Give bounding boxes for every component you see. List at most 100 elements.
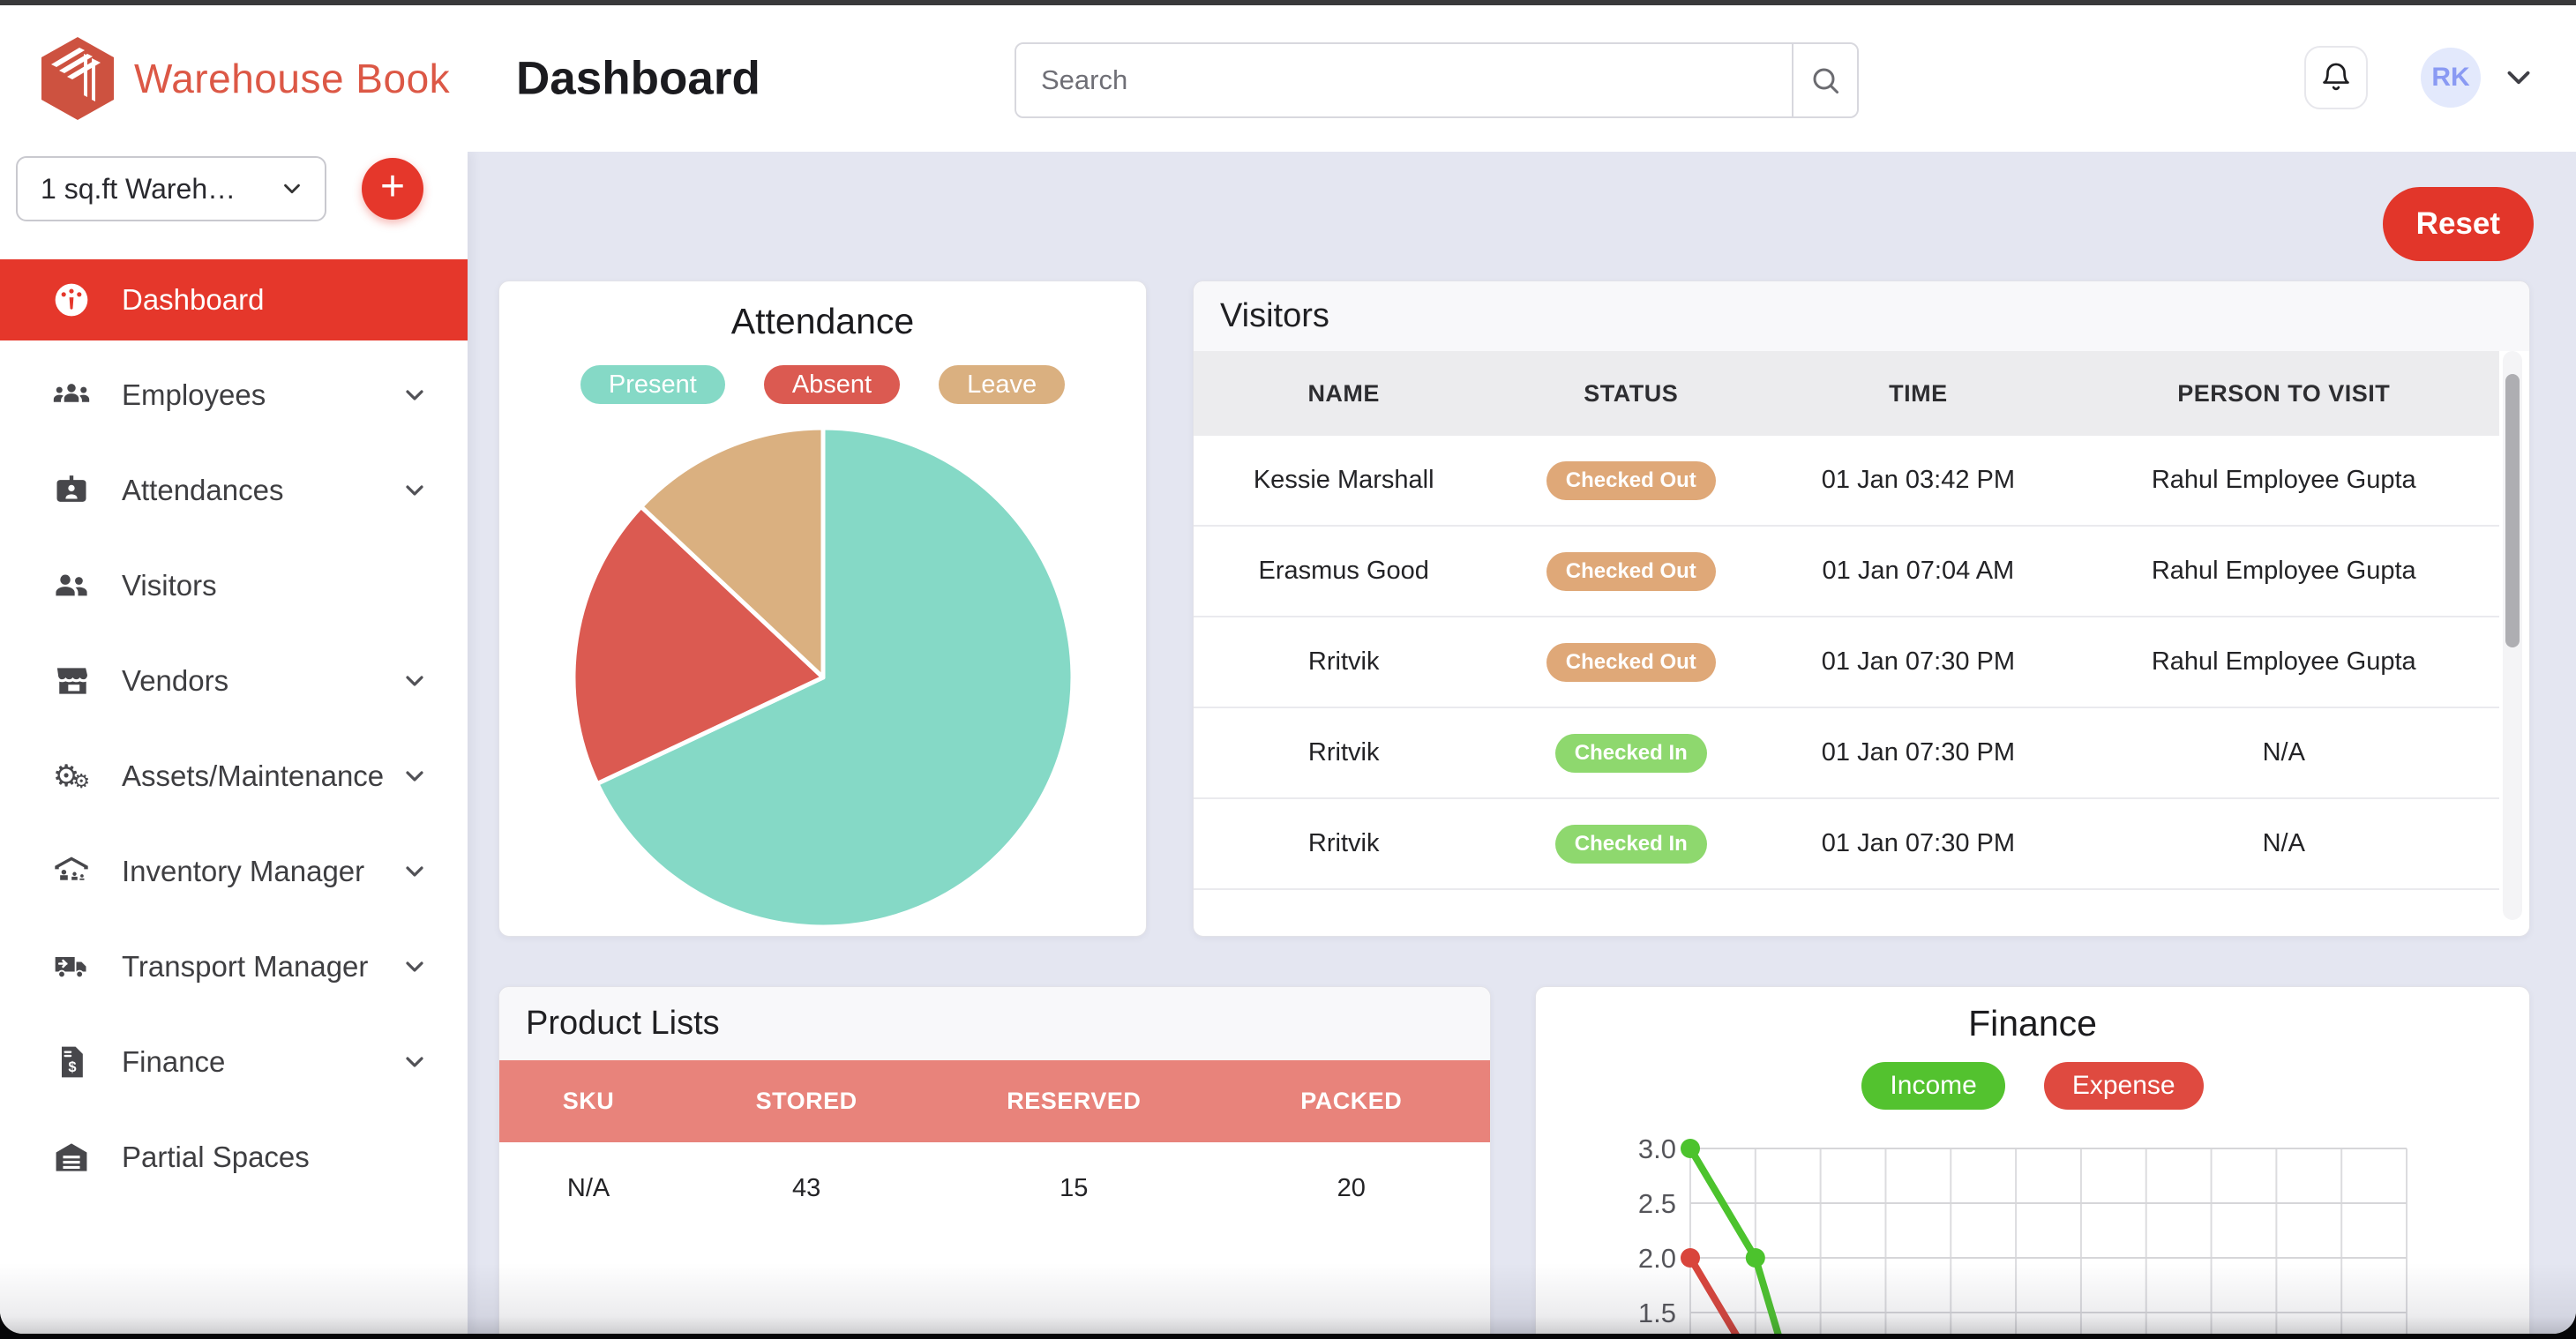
status-badge: Checked Out xyxy=(1546,460,1716,500)
id-badge-icon xyxy=(51,470,92,511)
svg-text:2.0: 2.0 xyxy=(1638,1243,1676,1274)
people-group-icon xyxy=(51,375,92,415)
visitor-person: N/A xyxy=(2262,829,2305,857)
sidebar: 1 sq.ft Wareh… + Dashboard xyxy=(0,152,468,1334)
sidebar-item-vendors[interactable]: Vendors xyxy=(0,640,468,722)
finance-card: 3.0 2.5 2.0 1.5 Finance Income Expense xyxy=(1535,986,2530,1334)
storefront-icon xyxy=(51,661,92,701)
svg-text:1.5: 1.5 xyxy=(1638,1298,1676,1328)
add-warehouse-button[interactable]: + xyxy=(362,158,423,220)
product-reserved: 15 xyxy=(1060,1173,1089,1202)
chevron-down-icon xyxy=(401,476,429,505)
attendance-pie-chart xyxy=(570,424,1076,931)
sidebar-item-dashboard[interactable]: Dashboard xyxy=(0,259,468,340)
warehouse-select-row: 1 sq.ft Wareh… + xyxy=(16,155,468,222)
column-header-reserved: RESERVED xyxy=(1007,1088,1142,1114)
attendance-card: Attendance Present Absent Leave xyxy=(498,281,1147,937)
warehouse-select[interactable]: 1 sq.ft Wareh… xyxy=(16,156,326,221)
scrollbar-track[interactable] xyxy=(2503,351,2522,920)
page-title: Dashboard xyxy=(516,52,760,105)
brand-name: Warehouse Book xyxy=(134,56,451,101)
sidebar-item-label: Transport Manager xyxy=(122,950,369,983)
sidebar-item-label: Attendances xyxy=(122,474,284,506)
app-header: Warehouse Book Dashboard RK xyxy=(0,5,2576,152)
product-stored: 43 xyxy=(791,1173,821,1202)
visitor-time: 01 Jan 03:42 PM xyxy=(1821,466,2016,494)
finance-legend: Income Expense xyxy=(1536,1062,2529,1110)
visitor-name: Rritvik xyxy=(1307,647,1380,676)
search-button[interactable] xyxy=(1792,44,1857,116)
legend-leave-pill[interactable]: Leave xyxy=(939,365,1066,404)
visitor-time: 01 Jan 07:30 PM xyxy=(1821,829,2016,857)
column-header-sku: SKU xyxy=(562,1088,615,1114)
sidebar-item-finance[interactable]: $ Finance xyxy=(0,1021,468,1103)
visitor-name: Erasmus Good xyxy=(1258,557,1429,585)
reset-button[interactable]: Reset xyxy=(2382,187,2534,261)
sidebar-nav: Dashboard Employees xyxy=(0,259,468,1198)
chevron-down-icon xyxy=(401,667,429,695)
sidebar-item-partial-spaces[interactable]: Partial Spaces xyxy=(0,1117,468,1198)
visitors-title: Visitors xyxy=(1194,281,2529,351)
sidebar-item-label: Assets/Maintenance xyxy=(122,759,385,792)
attendance-legend: Present Absent Leave xyxy=(499,365,1146,404)
visitors-table-body: Kessie Marshall Checked Out 01 Jan 03:42… xyxy=(1194,436,2499,890)
gears-icon: ⚙ ⚙ xyxy=(52,759,91,794)
speedometer-icon xyxy=(51,280,92,320)
visitor-name: Rritvik xyxy=(1307,738,1380,767)
table-row: Kessie Marshall Checked Out 01 Jan 03:42… xyxy=(1194,436,2499,527)
visitor-status: Checked Out xyxy=(1494,460,1768,500)
sidebar-item-inventory-manager[interactable]: Inventory Manager xyxy=(0,831,468,912)
svg-text:2.5: 2.5 xyxy=(1638,1188,1676,1219)
sidebar-item-label: Vendors xyxy=(122,664,229,697)
attendance-title: Attendance xyxy=(730,301,915,341)
scrollbar-thumb[interactable] xyxy=(2505,374,2520,647)
legend-absent-pill[interactable]: Absent xyxy=(763,365,901,404)
garage-icon xyxy=(51,1137,92,1178)
visitor-time: 01 Jan 07:30 PM xyxy=(1821,738,2016,767)
box-logo-icon xyxy=(41,37,114,120)
search-input[interactable] xyxy=(1016,44,1792,116)
column-header-stored: STORED xyxy=(755,1088,857,1114)
visitor-person: Rahul Employee Gupta xyxy=(2151,557,2416,585)
sidebar-item-assets-maintenance[interactable]: ⚙ ⚙ Assets/Maintenance xyxy=(0,736,468,817)
sidebar-item-employees[interactable]: Employees xyxy=(0,355,468,436)
visitor-time: 01 Jan 07:30 PM xyxy=(1821,647,2016,676)
sidebar-item-label: Visitors xyxy=(122,569,217,602)
sidebar-item-visitors[interactable]: Visitors xyxy=(0,545,468,626)
visitors-table-header: NAME STATUS TIME PERSON TO VISIT xyxy=(1194,351,2499,436)
chevron-down-icon xyxy=(2507,71,2530,85)
product-lists-title: Product Lists xyxy=(499,987,1490,1060)
column-header-status: STATUS xyxy=(1584,379,1679,407)
column-header-name: NAME xyxy=(1307,379,1380,407)
user-menu-button[interactable] xyxy=(2500,48,2537,108)
status-badge: Checked Out xyxy=(1546,551,1716,591)
product-table-header: SKU STORED RESERVED PACKED xyxy=(499,1060,1490,1142)
table-row: Rritvik Checked In 01 Jan 07:30 PM N/A xyxy=(1194,799,2499,890)
visitor-person: Rahul Employee Gupta xyxy=(2151,466,2416,494)
truck-icon xyxy=(51,946,92,987)
legend-expense-pill[interactable]: Expense xyxy=(2043,1062,2204,1110)
user-avatar[interactable]: RK xyxy=(2421,48,2481,108)
product-packed: 20 xyxy=(1337,1173,1366,1202)
sidebar-item-transport-manager[interactable]: Transport Manager xyxy=(0,926,468,1007)
status-badge: Checked In xyxy=(1554,733,1707,773)
search-box xyxy=(1015,42,1859,118)
visitor-status: Checked In xyxy=(1494,824,1768,864)
sidebar-item-attendances[interactable]: Attendances xyxy=(0,450,468,531)
legend-income-pill[interactable]: Income xyxy=(1861,1062,2005,1110)
visitors-card: Visitors NAME STATUS TIME PERSON TO VISI… xyxy=(1193,281,2530,937)
sidebar-item-label: Employees xyxy=(122,378,266,411)
svg-text:$: $ xyxy=(68,1059,76,1075)
search-icon xyxy=(1813,68,1838,94)
warehouse-select-value: 1 sq.ft Wareh… xyxy=(41,172,236,205)
brand-logo[interactable]: Warehouse Book xyxy=(34,16,450,141)
people-icon xyxy=(51,565,92,606)
column-header-packed: PACKED xyxy=(1300,1088,1403,1114)
chevron-down-icon xyxy=(401,381,429,409)
table-row: Rritvik Checked In 01 Jan 07:30 PM N/A xyxy=(1194,708,2499,799)
chevron-down-icon xyxy=(401,762,429,790)
legend-present-pill[interactable]: Present xyxy=(580,365,725,404)
chevron-down-icon xyxy=(401,1048,429,1076)
notifications-button[interactable] xyxy=(2304,46,2368,109)
